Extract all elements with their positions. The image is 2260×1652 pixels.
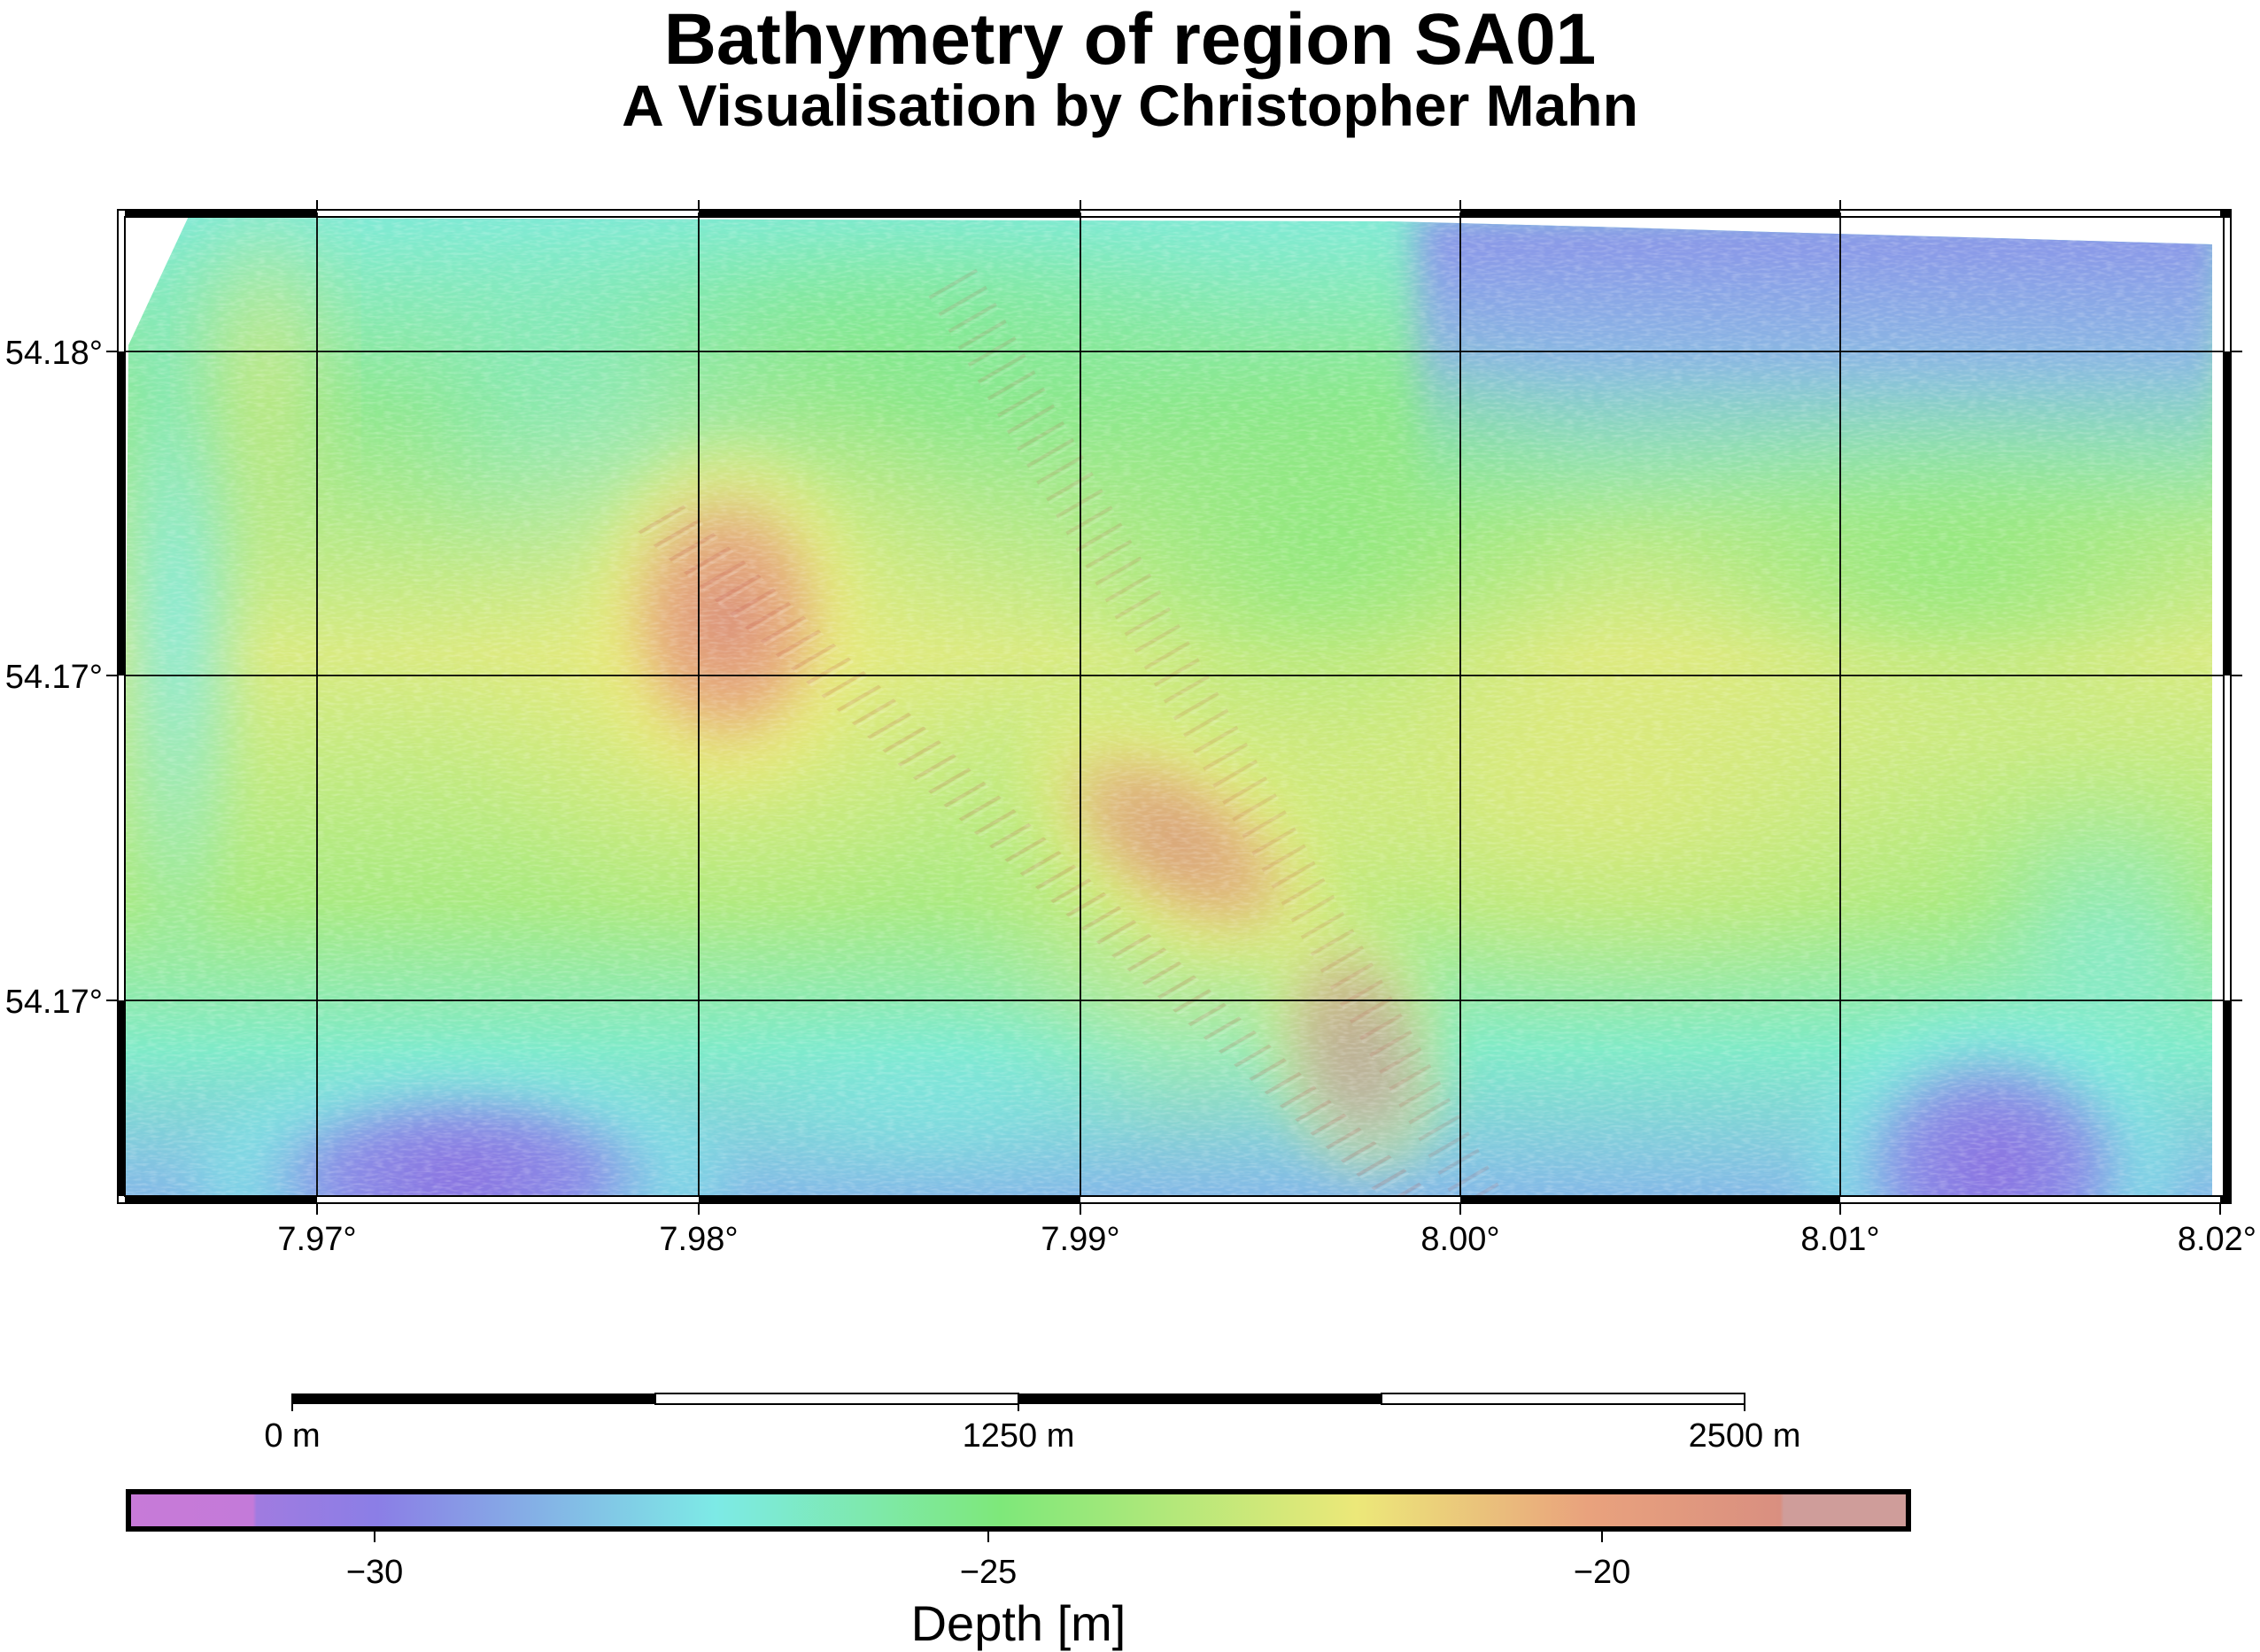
scale-bar-label: 2500 m: [1689, 1417, 1801, 1455]
map-subtitle: A Visualisation by Christopher Mahn: [622, 73, 1638, 138]
y-tick-label: 54.17°: [5, 659, 103, 696]
y-axis-labels: 54.18° 54.17° 54.17°: [5, 335, 103, 1021]
colorbar-tick-label: −20: [1574, 1554, 1630, 1591]
colorbar-tick-label: −30: [346, 1554, 403, 1591]
colorbar-tick-label: −25: [960, 1554, 1017, 1591]
x-tick-label: 7.98°: [659, 1221, 738, 1258]
x-tick-label: 7.97°: [277, 1221, 356, 1258]
x-tick-label: 7.99°: [1041, 1221, 1119, 1258]
x-tick-label: 8.01°: [1800, 1221, 1879, 1258]
scale-bar-label: 0 m: [264, 1417, 320, 1455]
x-tick-label: 8.00°: [1420, 1221, 1499, 1258]
scale-bar: 0 m 1250 m 2500 m: [264, 1393, 1800, 1455]
map-title: Bathymetry of region SA01: [663, 0, 1597, 80]
colorbar-title: Depth [m]: [911, 1595, 1126, 1651]
x-axis-labels: 7.97° 7.98° 7.99° 8.00° 8.01° 8.02°: [277, 1221, 2256, 1258]
y-tick-label: 54.18°: [5, 335, 103, 372]
map-gridlines: [124, 212, 2225, 1197]
bathymetry-raster: [124, 212, 2212, 1197]
x-tick-label: 8.02°: [2178, 1221, 2256, 1258]
colorbar: −30 −25 −20 Depth [m]: [126, 1489, 1911, 1651]
scale-bar-label: 1250 m: [963, 1417, 1075, 1455]
map-frame: [106, 200, 2242, 1215]
y-tick-label: 54.17°: [5, 984, 103, 1021]
